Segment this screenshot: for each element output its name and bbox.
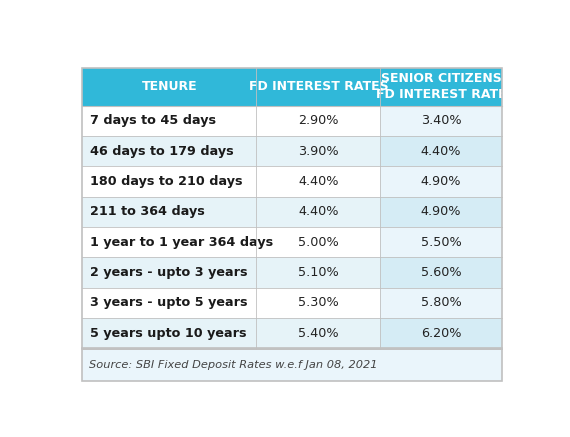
Text: 5.30%: 5.30% <box>298 296 339 309</box>
Text: 3 years - upto 5 years: 3 years - upto 5 years <box>90 296 248 309</box>
Text: 4.90%: 4.90% <box>421 205 461 218</box>
Bar <box>82 68 256 105</box>
Bar <box>380 318 502 349</box>
Bar <box>380 105 502 136</box>
Bar <box>380 197 502 227</box>
Bar <box>380 166 502 197</box>
Text: 5.00%: 5.00% <box>298 236 339 249</box>
Text: Source: SBI Fixed Deposit Rates w.e.f Jan 08, 2021: Source: SBI Fixed Deposit Rates w.e.f Ja… <box>89 360 377 370</box>
Text: 5.80%: 5.80% <box>421 296 462 309</box>
Text: 4.40%: 4.40% <box>298 205 339 218</box>
Text: 5.60%: 5.60% <box>421 266 462 279</box>
Bar <box>82 318 256 349</box>
Text: FD INTEREST RATES: FD INTEREST RATES <box>249 80 388 93</box>
Text: 4.40%: 4.40% <box>298 175 339 188</box>
Text: 6.20%: 6.20% <box>421 327 461 340</box>
Bar <box>380 257 502 288</box>
Text: 5.10%: 5.10% <box>298 266 339 279</box>
Text: SENIOR CITIZENS
FD INTEREST RATE: SENIOR CITIZENS FD INTEREST RATE <box>376 72 506 101</box>
Text: 3.90%: 3.90% <box>298 145 339 158</box>
Text: TENURE: TENURE <box>141 80 197 93</box>
Bar <box>256 68 380 105</box>
Bar <box>380 136 502 166</box>
Text: 2 years - upto 3 years: 2 years - upto 3 years <box>90 266 248 279</box>
Bar <box>380 227 502 257</box>
Text: 211 to 364 days: 211 to 364 days <box>90 205 205 218</box>
Text: 4.90%: 4.90% <box>421 175 461 188</box>
Bar <box>256 257 380 288</box>
Text: 180 days to 210 days: 180 days to 210 days <box>90 175 243 188</box>
Text: 5.50%: 5.50% <box>421 236 462 249</box>
Bar <box>256 318 380 349</box>
Bar <box>380 288 502 318</box>
Bar <box>82 197 256 227</box>
Bar <box>82 68 502 349</box>
Bar <box>82 136 256 166</box>
Bar <box>82 166 256 197</box>
Text: 46 days to 179 days: 46 days to 179 days <box>90 145 234 158</box>
Text: 2.90%: 2.90% <box>298 114 339 127</box>
Text: 5.40%: 5.40% <box>298 327 339 340</box>
Bar <box>380 68 502 105</box>
Text: 3.40%: 3.40% <box>421 114 462 127</box>
Bar <box>82 227 256 257</box>
Text: 4.40%: 4.40% <box>421 145 461 158</box>
Bar <box>82 288 256 318</box>
Text: 5 years upto 10 years: 5 years upto 10 years <box>90 327 247 340</box>
Text: 7 days to 45 days: 7 days to 45 days <box>90 114 216 127</box>
Bar <box>82 348 502 381</box>
Bar <box>256 136 380 166</box>
Bar <box>256 197 380 227</box>
Bar <box>256 166 380 197</box>
Bar <box>82 257 256 288</box>
Bar <box>256 288 380 318</box>
Text: 1 year to 1 year 364 days: 1 year to 1 year 364 days <box>90 236 274 249</box>
Bar <box>256 227 380 257</box>
Bar <box>82 105 256 136</box>
Bar <box>256 105 380 136</box>
